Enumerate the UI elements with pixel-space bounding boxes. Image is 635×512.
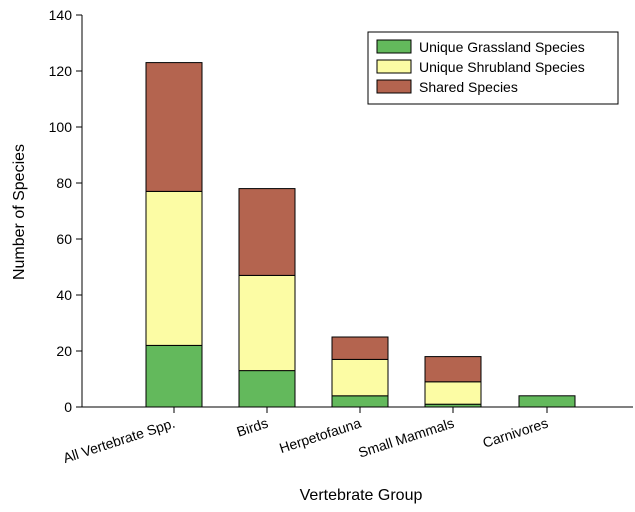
y-axis-title: Number of Species [11,144,28,280]
legend-label: Shared Species [419,79,518,95]
bar-segment-shared-2 [331,336,389,360]
legend: Unique Grassland Species Unique Shrubland… [367,31,619,105]
x-axis-title: Vertebrate Group [300,487,423,504]
bar-segment-shrubland-3 [424,381,482,405]
bar-segment-grassland-1 [238,370,296,408]
y-tick-label: 40 [56,287,72,303]
legend-swatch-grassland [376,39,412,54]
legend-label: Unique Shrubland Species [419,59,585,75]
bar-segment-grassland-0 [145,344,203,408]
x-tick-label: Herpetofauna [277,415,363,457]
bars-layer [145,62,576,408]
y-tick-label: 60 [56,231,72,247]
x-tick-label: Birds [235,415,270,440]
bar-segment-grassland-2 [331,395,389,408]
legend-items: Unique Grassland Species Unique Shrubland… [376,39,585,95]
bar-segment-grassland-4 [518,395,576,408]
legend-label: Unique Grassland Species [419,39,585,55]
bar-segment-shared-1 [238,188,296,276]
y-tick-label: 0 [64,399,72,415]
y-tick-label: 120 [49,63,73,79]
bar-segment-shared-0 [145,62,203,192]
bar-segment-shrubland-2 [331,358,389,397]
y-tick-label: 100 [49,119,73,135]
y-tick-label: 20 [56,343,72,359]
bar-segment-shrubland-1 [238,274,296,372]
legend-swatch-shrubland [376,59,412,74]
x-tick-label: Carnivores [481,415,550,451]
y-tick-label: 80 [56,175,72,191]
y-tick-label: 140 [49,7,73,23]
x-tick-label: Small Mammals [356,415,456,461]
x-tick-label: All Vertebrate Spp. [61,415,177,466]
bar-segment-shrubland-0 [145,190,203,346]
bar-segment-shared-3 [424,356,482,383]
legend-swatch-shared [376,79,412,94]
